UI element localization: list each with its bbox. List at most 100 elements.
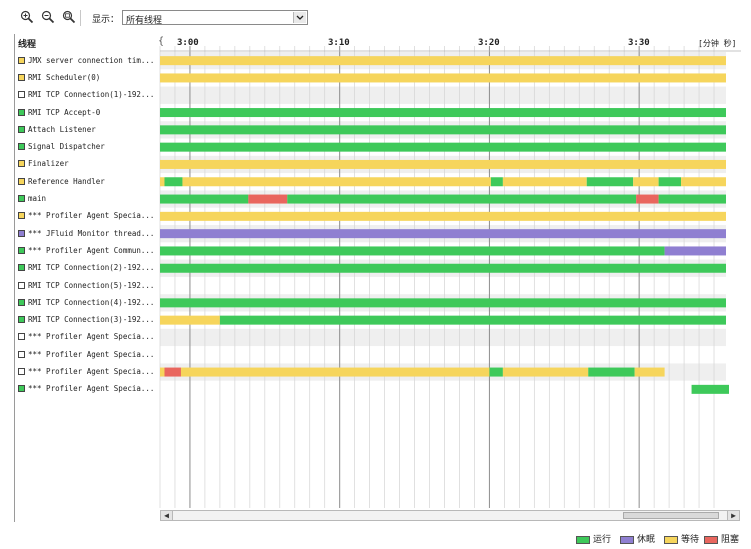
legend-label: 等待 — [681, 535, 700, 545]
thread-column-header: 线程 — [18, 40, 37, 50]
legend-swatch — [576, 535, 590, 544]
legend-label: 休眠 — [637, 535, 656, 545]
show-label: 显示： — [92, 15, 120, 25]
thread-name: RMI TCP Connection(5)-192... — [28, 280, 155, 290]
thread-state-icon — [18, 143, 25, 151]
thread-state-icon — [18, 316, 25, 324]
legend-swatch — [704, 535, 718, 544]
state-segment-running — [490, 177, 503, 187]
state-segment-running — [160, 108, 726, 118]
state-segment-waiting — [160, 56, 726, 66]
row-stripe — [160, 328, 726, 347]
state-segment-running — [691, 384, 729, 394]
state-segment-waiting — [633, 177, 659, 187]
thread-name: *** Profiler Agent Specia... — [28, 332, 155, 342]
state-segment-waiting — [160, 159, 726, 169]
state-segment-waiting — [502, 367, 589, 377]
state-segment-sleeping — [664, 246, 726, 256]
state-segment-blocked — [636, 194, 659, 204]
legend-item-running: 运行 — [576, 532, 611, 545]
thread-name: *** Profiler Agent Commun... — [28, 245, 155, 255]
thread-name: RMI Scheduler(0) — [28, 72, 101, 82]
thread-name: RMI TCP Connection(2)-192... — [28, 263, 155, 273]
thread-state-icon — [18, 298, 25, 306]
legend-item-waiting: 等待 — [664, 532, 699, 545]
state-segment-running — [586, 177, 634, 187]
legend-item-blocked: 阻塞 — [704, 532, 739, 545]
state-segment-waiting — [160, 367, 165, 377]
legend-swatch — [664, 535, 678, 544]
thread-state-icon — [18, 177, 25, 185]
state-segment-running — [160, 142, 726, 152]
zoom-fit-icon[interactable] — [62, 10, 76, 24]
legend-label: 运行 — [593, 535, 612, 545]
toolbar: 显示： 所有线程 — [0, 0, 751, 30]
state-segment-blocked — [164, 367, 181, 377]
zoom-out-icon[interactable] — [41, 10, 55, 24]
state-segment-waiting — [182, 177, 491, 187]
thread-name: JMX server connection tim... — [28, 55, 155, 65]
thread-name: Attach Listener — [28, 124, 96, 134]
thread-name: *** JFluid Monitor thread... — [28, 228, 155, 238]
state-segment-running — [160, 298, 726, 308]
thread-state-icon — [18, 385, 25, 393]
thread-name: RMI TCP Connection(4)-192... — [28, 297, 155, 307]
thread-name: Reference Handler — [28, 176, 105, 186]
thread-name: Signal Dispatcher — [28, 142, 105, 152]
scroll-right-arrow-icon[interactable]: ▶ — [727, 511, 739, 520]
scroll-left-arrow-icon[interactable]: ◀ — [161, 511, 173, 520]
state-segment-waiting — [502, 177, 587, 187]
state-segment-running — [658, 194, 726, 204]
scroll-thumb[interactable] — [623, 512, 719, 519]
horizontal-scrollbar[interactable]: ◀ ▶ — [160, 510, 740, 521]
tick-label: 3:20 — [478, 38, 500, 48]
thread-state-icon — [18, 73, 25, 81]
thread-state-icon — [18, 246, 25, 254]
row-stripe — [160, 86, 726, 104]
state-segment-running — [160, 263, 726, 273]
thread-state-icon — [18, 91, 25, 99]
thread-filter-select[interactable]: 所有线程 — [122, 10, 308, 26]
tick-label: 3:10 — [328, 38, 350, 48]
state-segment-running — [658, 177, 682, 187]
state-segment-waiting — [180, 367, 490, 377]
state-segment-running — [219, 315, 727, 325]
thread-name: *** Profiler Agent Specia... — [28, 211, 155, 221]
thread-name: *** Profiler Agent Specia... — [28, 349, 155, 359]
thread-name: RMI TCP Accept-0 — [28, 107, 101, 117]
chevron-down-icon[interactable] — [293, 12, 306, 23]
tick-label: 3:00 — [177, 38, 199, 48]
zoom-in-icon[interactable] — [20, 10, 34, 24]
thread-state-icon — [18, 56, 25, 64]
thread-name: *** Profiler Agent Specia... — [28, 384, 155, 394]
thread-filter-value: 所有线程 — [126, 16, 163, 26]
thread-view-frame — [14, 34, 742, 522]
thread-state-icon — [18, 160, 25, 168]
thread-name: Finalizer — [28, 159, 69, 169]
state-segment-waiting — [160, 315, 220, 325]
thread-name: main — [28, 194, 47, 204]
state-segment-running — [287, 194, 637, 204]
timeline-brace: { — [158, 36, 165, 47]
thread-state-icon — [18, 350, 25, 358]
thread-state-icon — [18, 368, 25, 376]
state-segment-running — [164, 177, 183, 187]
state-segment-running — [160, 246, 665, 256]
state-segment-running — [489, 367, 503, 377]
time-unit-label: [分钟 秒] — [698, 39, 737, 48]
state-segment-running — [160, 125, 726, 135]
state-segment-blocked — [248, 194, 288, 204]
state-segment-waiting — [160, 177, 165, 187]
legend-label: 阻塞 — [721, 535, 740, 545]
toolbar-separator — [80, 10, 81, 26]
thread-state-icon — [18, 281, 25, 289]
state-segment-running — [588, 367, 635, 377]
state-segment-sleeping — [160, 229, 726, 239]
state-segment-waiting — [634, 367, 665, 377]
thread-state-icon — [18, 108, 25, 116]
state-segment-waiting — [160, 73, 726, 83]
thread-name: RMI TCP Connection(3)-192... — [28, 315, 155, 325]
thread-state-icon — [18, 333, 25, 341]
legend-item-sleeping: 休眠 — [620, 532, 655, 545]
